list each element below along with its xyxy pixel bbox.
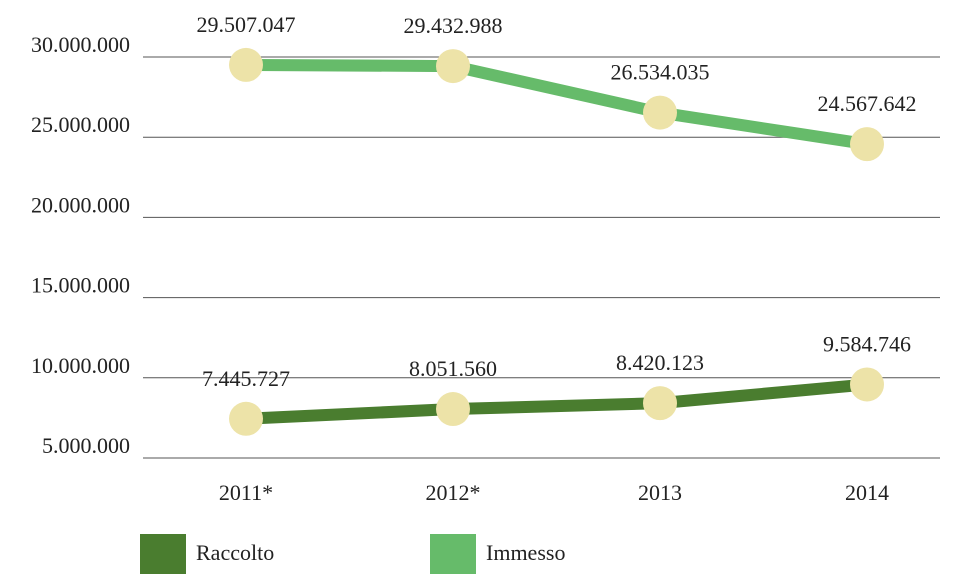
y-tick-label: 30.000.000: [31, 32, 130, 57]
value-label: 26.534.035: [611, 60, 710, 85]
y-tick-label: 25.000.000: [31, 112, 130, 137]
value-label: 29.507.047: [197, 12, 296, 37]
series-line: [245, 378, 868, 425]
legend-swatch: [140, 534, 186, 574]
point: [229, 47, 263, 82]
point: [436, 392, 470, 427]
y-tick-label: 10.000.000: [31, 353, 130, 378]
x-tick-label: 2013: [638, 480, 682, 505]
value-label: 7.445.727: [202, 366, 290, 391]
legend-swatch: [430, 534, 476, 574]
point: [643, 386, 677, 421]
point: [643, 95, 677, 130]
x-tick-label: 2011*: [219, 480, 273, 505]
value-label: 8.051.560: [409, 356, 497, 381]
value-label: 29.432.988: [404, 13, 503, 38]
legend-label: Raccolto: [196, 540, 274, 565]
y-tick-label: 20.000.000: [31, 192, 130, 217]
legend-label: Immesso: [486, 540, 565, 565]
point: [850, 127, 884, 162]
y-tick-label: 15.000.000: [31, 273, 130, 298]
x-tick-label: 2014: [845, 480, 889, 505]
point: [436, 49, 470, 84]
y-tick-label: 5.000.000: [42, 433, 130, 458]
value-label: 9.584.746: [823, 332, 911, 357]
series-line: [245, 58, 868, 151]
point: [850, 367, 884, 402]
point: [229, 401, 263, 436]
value-label: 24.567.642: [818, 91, 917, 116]
x-tick-label: 2012*: [426, 480, 481, 505]
value-label: 8.420.123: [616, 350, 704, 375]
